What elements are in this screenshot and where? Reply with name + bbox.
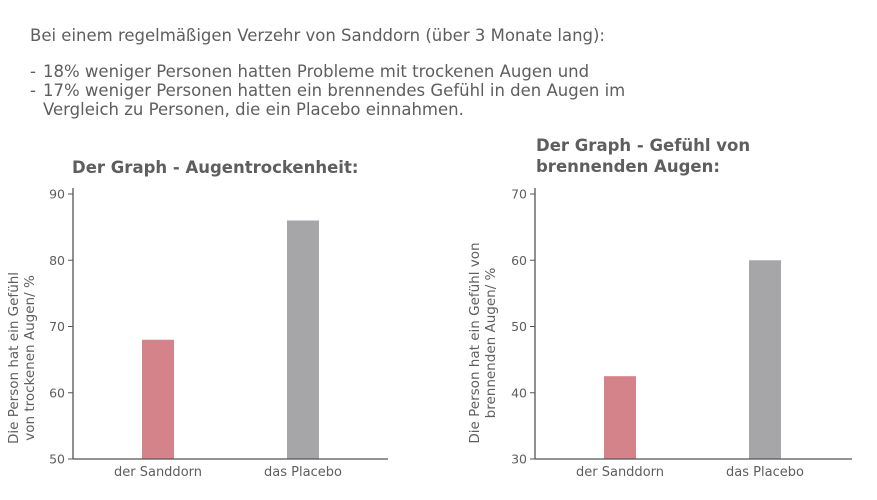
y-axis-label: brennenden Augen/ %	[483, 267, 499, 418]
y-tick-label: 50	[49, 452, 65, 467]
bullet-dash: -	[30, 81, 36, 100]
y-axis-label: Die Person hat ein Gefühl von	[467, 242, 483, 443]
chart-title-dry-eyes: Der Graph - Augentrockenheit:	[72, 158, 359, 177]
chart-plot-1: 30 40 50 60 70 der Sanddorn das Placebo Die Per…	[467, 187, 852, 480]
x-category-label: der Sanddorn	[114, 465, 202, 480]
finding-text: 18% weniger Personen hatten Probleme mit…	[43, 62, 590, 81]
x-category-label: das Placebo	[264, 465, 342, 480]
bar-placebo	[287, 220, 319, 459]
finding-item: - 17% weniger Personen hatten ein brenne…	[30, 81, 850, 119]
finding-text: 17% weniger Personen hatten ein brennend…	[43, 81, 626, 119]
y-tick-label: 60	[49, 385, 65, 400]
y-tick-label: 80	[49, 253, 65, 268]
bar-sanddorn	[604, 376, 636, 459]
bullet-dash: -	[30, 62, 36, 81]
bar-placebo	[749, 260, 781, 459]
chart-plot-0: 50 60 70 80 90 der Sanddorn das Placebo Die Per…	[6, 187, 388, 480]
y-tick-label: 70	[49, 319, 65, 334]
y-tick-label: 60	[511, 253, 527, 268]
chart-title-burning-eyes: Der Graph - Gefühl von brennenden Augen:	[536, 136, 751, 176]
y-axis-label: Die Person hat ein Gefühl	[6, 272, 22, 444]
y-tick-label: 50	[511, 319, 527, 334]
x-category-label: der Sanddorn	[576, 465, 664, 480]
y-axis-label: von trockenen Augen/ %	[22, 275, 38, 441]
finding-item: - 18% weniger Personen hatten Probleme m…	[30, 62, 850, 81]
y-tick-label: 30	[511, 452, 527, 467]
bar-sanddorn	[142, 339, 174, 459]
intro-text: Bei einem regelmäßigen Verzehr von Sandd…	[30, 26, 605, 45]
y-tick-label: 70	[511, 187, 527, 202]
findings-list: - 18% weniger Personen hatten Probleme m…	[30, 62, 850, 119]
y-tick-label: 90	[49, 187, 65, 202]
y-tick-label: 40	[511, 385, 527, 400]
x-category-label: das Placebo	[726, 465, 804, 480]
